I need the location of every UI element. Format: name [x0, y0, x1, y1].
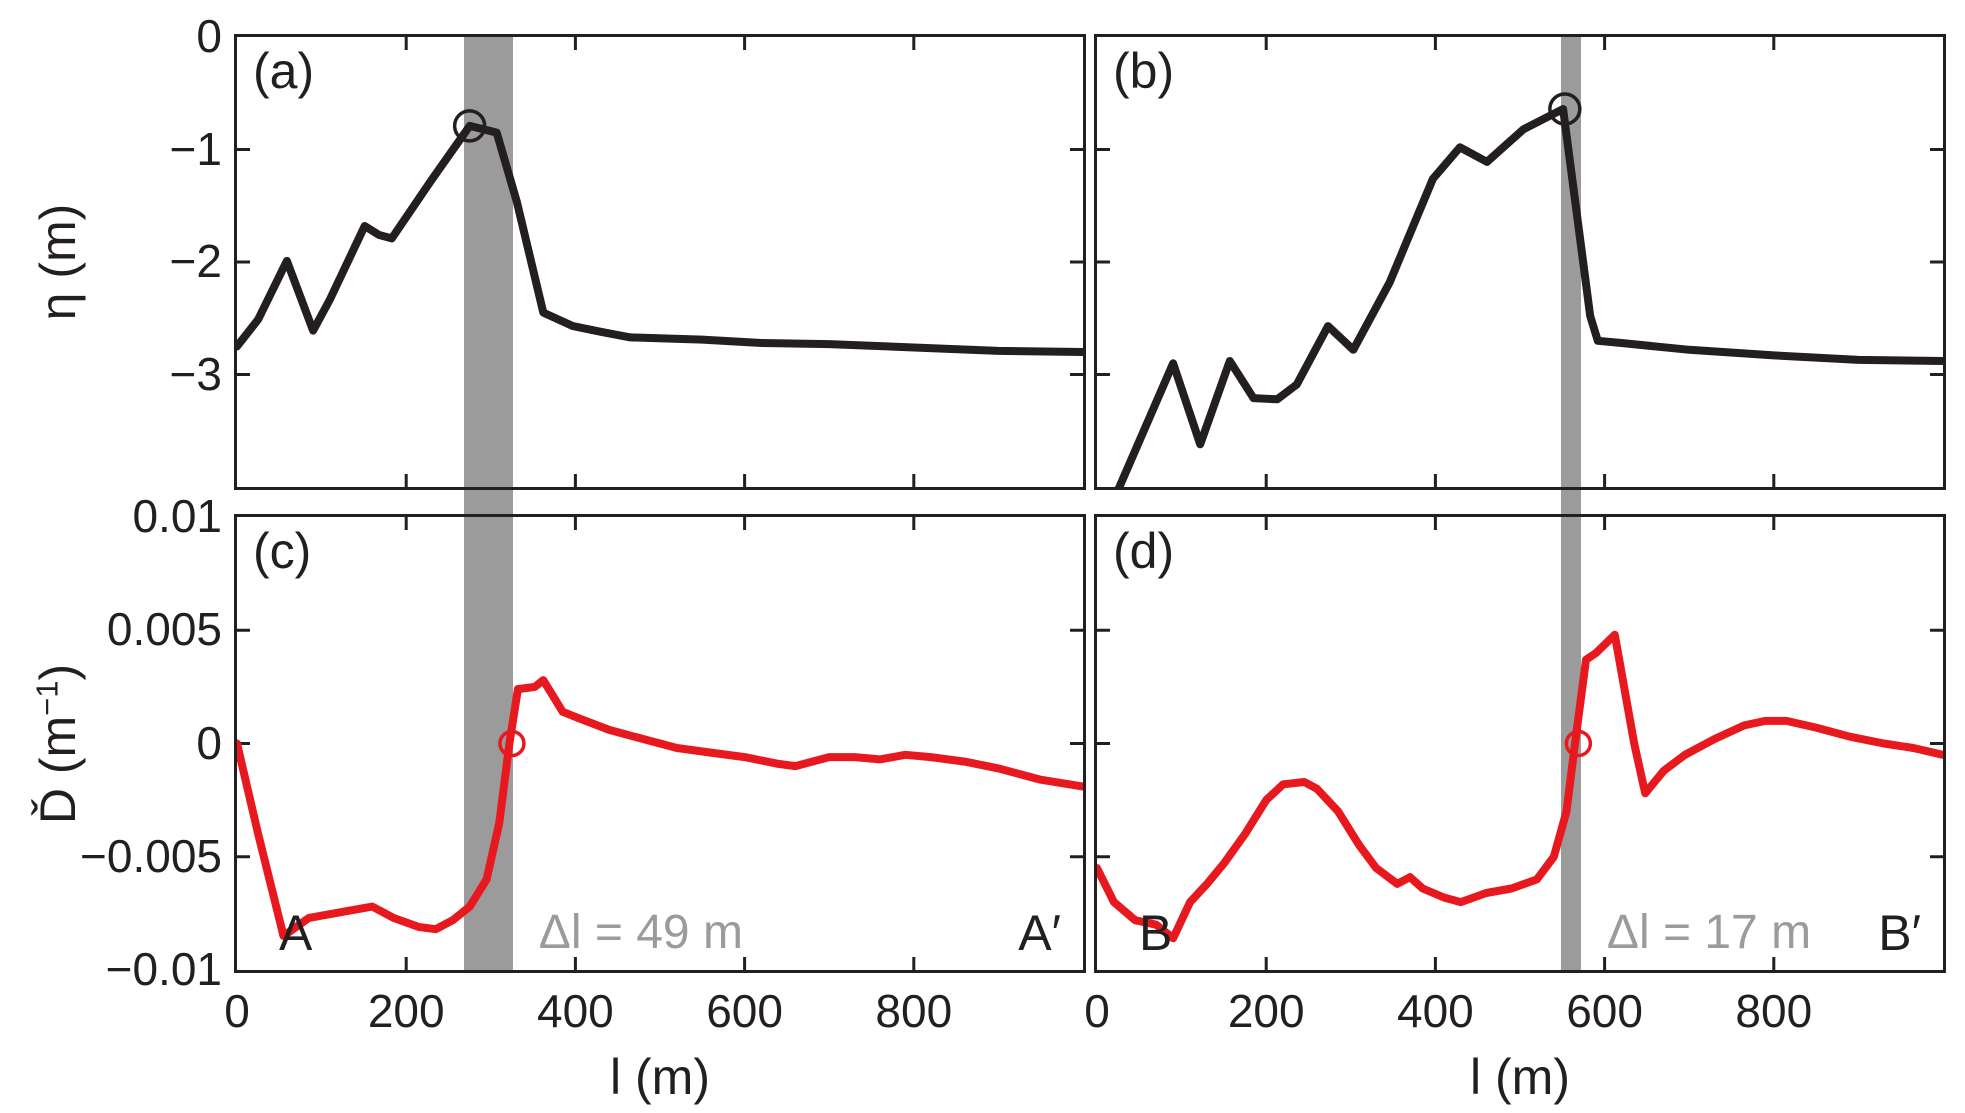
x-tick-label-c-600: 600 — [706, 985, 783, 1037]
band-width-label-c: Δl = 49 m — [538, 906, 743, 959]
highlight-band-ac — [463, 37, 513, 970]
panel-a: (a) — [234, 34, 1086, 490]
x-tick-label-c-200: 200 — [367, 985, 445, 1037]
y-axis-title-dhat-exponent: −1 — [29, 679, 65, 716]
x-tick-label-d-400: 400 — [1397, 985, 1474, 1037]
transect-end-label-A-prime: A′ — [1018, 905, 1061, 961]
reference-point-marker-b — [1548, 92, 1582, 126]
dhat-tick-label-0.01: 0.01 — [132, 490, 222, 542]
water-surface-elevation-A-curve — [237, 121, 1083, 356]
reference-point-marker-c — [498, 729, 526, 758]
transect-start-label-A: A — [279, 905, 313, 961]
panel-b: (b) — [1094, 34, 1946, 490]
panel-d: (d) B B′ Δl = 17 m — [1094, 514, 1946, 973]
eta-tick-label-−1: −1 — [169, 122, 222, 175]
divergence-B-curve — [1097, 630, 1943, 943]
x-axis-title-left: l (m) — [610, 1049, 710, 1105]
plot-area-c — [237, 517, 1083, 970]
dhat-tick-label-0: 0 — [196, 716, 222, 769]
dhat-tick-label-0.005: 0.005 — [106, 603, 222, 656]
divergence-A-curve — [237, 676, 1083, 940]
dhat-tick-label-−0.005: −0.005 — [80, 829, 222, 882]
x-tick-label-d-200: 200 — [1227, 985, 1305, 1037]
panel-letter-a: (a) — [253, 43, 315, 99]
panel-letter-b: (b) — [1113, 43, 1175, 99]
plot-area-d — [1097, 517, 1943, 970]
band-width-label-d: Δl = 17 m — [1606, 906, 1812, 959]
x-axis-title-right: l (m) — [1470, 1049, 1570, 1105]
dhat-tick-label-−0.01: −0.01 — [105, 943, 222, 995]
panel-letter-d: (d) — [1113, 523, 1175, 579]
x-tick-label-d-800: 800 — [1735, 985, 1813, 1037]
panel-c: (c) A A′ Δl = 49 m — [234, 514, 1086, 973]
x-tick-label-c-0: 0 — [224, 985, 250, 1037]
plot-area-a — [237, 37, 1083, 487]
eta-tick-label-−2: −2 — [169, 235, 222, 287]
x-tick-label-d-0: 0 — [1084, 985, 1110, 1037]
eta-tick-label-0: 0 — [196, 10, 222, 62]
eta-tick-label-−3: −3 — [169, 347, 222, 400]
x-tick-label-c-800: 800 — [875, 985, 953, 1037]
reference-point-marker-a — [452, 109, 487, 143]
reference-point-marker-d — [1564, 729, 1593, 758]
water-surface-elevation-B-curve — [1115, 105, 1943, 487]
x-tick-label-c-400: 400 — [537, 985, 614, 1037]
transect-end-label-B-prime: B′ — [1878, 905, 1921, 961]
y-axis-title-dhat-suffix: ) — [30, 663, 86, 680]
x-tick-label-d-600: 600 — [1566, 985, 1643, 1037]
panel-letter-c: (c) — [253, 523, 312, 579]
plot-area-b — [1097, 37, 1943, 487]
transect-start-label-B: B — [1139, 905, 1173, 961]
